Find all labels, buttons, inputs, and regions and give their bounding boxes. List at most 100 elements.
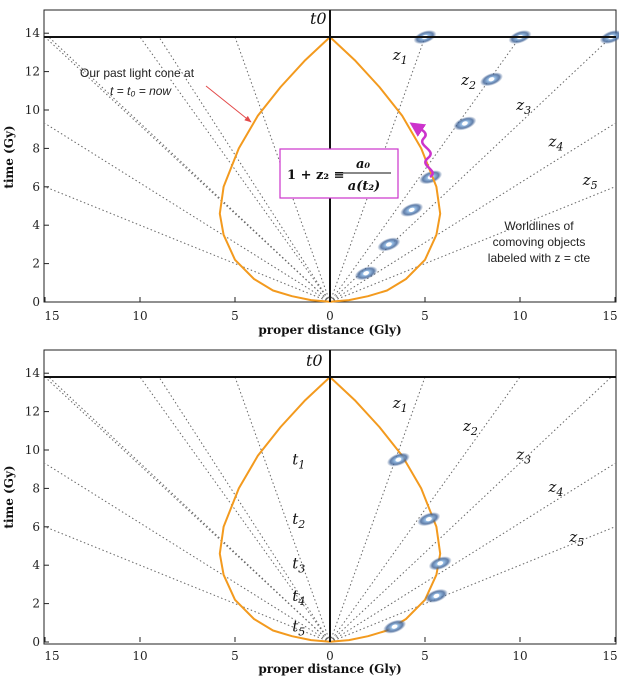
galaxy-icon [400, 202, 424, 217]
x-tick-label: 10 [132, 649, 147, 663]
time-marker-t5: t5 [292, 618, 305, 639]
worldline-label-z2: z2 [460, 71, 476, 92]
time-marker-t1: t1 [292, 451, 305, 472]
worldline-right-z3 [329, 376, 612, 643]
galaxy-icon [480, 72, 503, 87]
top-worldline-labels: z1 z2 z3 z4 z5 [392, 46, 598, 192]
galaxy-icon [354, 266, 378, 281]
worldline-left-z1 [234, 376, 331, 643]
worldline-left-extra-1 [44, 376, 331, 643]
worldline-label-z1: z1 [392, 394, 408, 415]
time-marker-t2: t2 [292, 510, 305, 531]
x-tick-label: 10 [512, 649, 527, 663]
worldline-label-z4: z4 [548, 478, 564, 499]
worldline-note-line1: Worldlines of [504, 219, 574, 233]
bottom-x-ticks: 15 10 5 0 5 10 15 [44, 637, 618, 663]
worldline-left-z4 [44, 123, 331, 303]
x-tick-label: 5 [421, 649, 429, 663]
galaxy-icon [377, 237, 401, 252]
bottom-worldline-labels: z1 z2 z3 z4 z5 [392, 394, 585, 549]
worldline-left-z3 [48, 376, 331, 643]
top-t0-label: t0 [310, 9, 327, 28]
y-tick-label: 12 [25, 405, 40, 419]
time-marker-t4: t4 [292, 587, 305, 608]
formula-lhs: 1 + z₂ ≡ [287, 168, 344, 183]
worldline-left-extra-1 [44, 36, 331, 303]
top-y-axis-title: time (Gy) [2, 125, 16, 188]
y-tick-label: 8 [32, 481, 40, 495]
x-tick-label: 15 [44, 649, 59, 663]
cone-label-line1: Our past light cone at [80, 66, 195, 80]
x-tick-label: 10 [512, 309, 527, 323]
x-tick-label: 15 [602, 649, 617, 663]
worldline-label-z3: z3 [515, 96, 531, 117]
galaxy-icon [428, 556, 452, 571]
photon-path [409, 122, 434, 179]
cone-label-arrow [205, 85, 252, 123]
worldline-right-z2 [329, 376, 521, 643]
bottom-x-axis-title: proper distance (Gly) [258, 662, 401, 676]
x-tick-label: 10 [132, 309, 147, 323]
worldline-label-z5: z5 [568, 528, 584, 549]
x-tick-label: 0 [326, 649, 334, 663]
worldline-left-z5 [44, 526, 331, 643]
y-tick-label: 4 [32, 218, 40, 232]
time-marker-t3: t3 [292, 554, 305, 575]
y-tick-label: 6 [32, 180, 40, 194]
worldline-right-z5 [329, 526, 616, 643]
top-x-ticks: 15 10 5 0 5 10 15 [44, 297, 618, 323]
worldline-label-z4: z4 [548, 132, 564, 153]
bottom-galaxies [383, 452, 452, 634]
x-tick-label: 5 [421, 309, 429, 323]
worldline-right-z4 [329, 123, 616, 303]
worldline-note-line3: labeled with z = cte [488, 251, 591, 265]
bottom-time-markers: t1 t2 t3 t4 t5 [292, 451, 305, 639]
bottom-t0-label: t0 [306, 351, 323, 370]
galaxy-icon [424, 588, 448, 603]
x-tick-label: 5 [231, 649, 239, 663]
y-tick-label: 14 [25, 366, 41, 380]
top-x-axis-title: proper distance (Gly) [258, 323, 401, 337]
x-tick-label: 15 [602, 309, 617, 323]
worldline-label-z3: z3 [515, 446, 531, 467]
galaxy-icon [453, 116, 477, 131]
worldline-label-z1: z1 [392, 46, 408, 67]
bottom-worldlines [44, 376, 616, 643]
worldline-note-line2: comoving objects [493, 235, 586, 249]
worldline-left-extra-0 [158, 376, 331, 643]
bottom-y-axis-title: time (Gy) [2, 465, 16, 528]
y-tick-label: 2 [32, 597, 40, 611]
y-tick-label: 10 [25, 103, 40, 117]
worldline-left-z4 [44, 463, 331, 643]
y-tick-label: 14 [25, 26, 41, 40]
y-tick-label: 12 [25, 65, 40, 79]
galaxy-icon [383, 619, 407, 634]
galaxy-icon [386, 452, 410, 467]
top-y-ticks: 0 2 4 6 8 10 12 14 [25, 26, 49, 309]
y-tick-label: 6 [32, 520, 40, 534]
formula-denominator: a(t₂) [348, 179, 380, 194]
y-tick-label: 4 [32, 558, 40, 572]
worldline-label-z2: z2 [462, 417, 478, 438]
y-tick-label: 0 [32, 295, 40, 309]
worldline-left-z5 [44, 186, 331, 303]
y-tick-label: 10 [25, 443, 40, 457]
bottom-chart: 0 2 4 6 8 10 12 14 15 10 5 0 5 10 15 proper distance … [2, 349, 618, 676]
y-tick-label: 2 [32, 257, 40, 271]
y-tick-label: 0 [32, 635, 40, 649]
x-tick-label: 5 [231, 309, 239, 323]
x-tick-label: 15 [44, 309, 59, 323]
bottom-y-ticks: 0 2 4 6 8 10 12 14 [25, 366, 49, 649]
worldline-right-z4 [329, 463, 616, 643]
x-tick-label: 0 [326, 309, 334, 323]
worldline-label-z5: z5 [582, 171, 598, 192]
galaxy-icon [417, 512, 441, 527]
worldline-right-z1 [329, 376, 426, 643]
worldline-left-extra-0 [158, 36, 331, 303]
y-tick-label: 8 [32, 141, 40, 155]
cone-label-line2: t = t₀ = now [110, 84, 172, 98]
formula-numerator: a₀ [356, 157, 370, 172]
worldline-right-z5 [329, 186, 616, 303]
worldline-right-z3 [329, 36, 612, 303]
